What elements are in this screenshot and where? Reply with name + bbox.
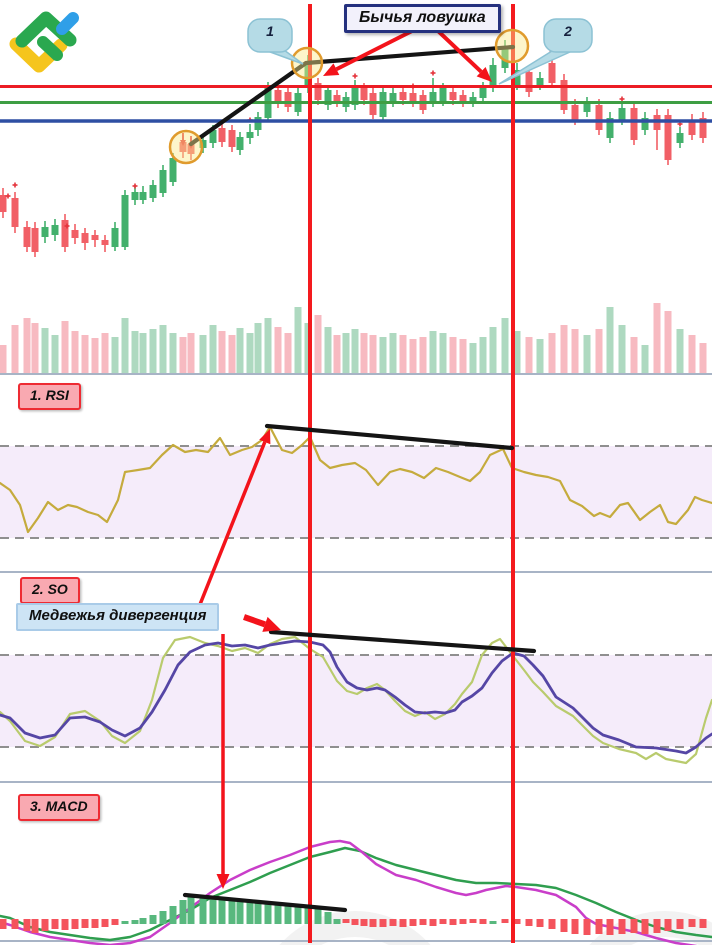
callout-2-number: 2 [564, 23, 572, 39]
indicator-lines [0, 425, 712, 945]
bearish-divergence-label: Медвежья дивергенция [16, 603, 220, 631]
candlesticks [0, 40, 707, 257]
panel-dividers [0, 373, 712, 942]
price-level-lines [0, 85, 712, 123]
vertical-signal-lines [308, 4, 515, 943]
overbought-oversold-zones [0, 445, 712, 748]
rsi-panel-label: 1. RSI [18, 383, 81, 410]
stochastic-panel-label: 2. SO [20, 577, 80, 604]
black-trendlines [182, 44, 537, 913]
bull-trap-label: Бычья ловушка [344, 4, 501, 33]
macd-histogram [0, 896, 707, 935]
macd-panel-label: 3. MACD [18, 794, 100, 821]
callout-bubbles [247, 18, 593, 85]
fractal-markers [5, 48, 683, 229]
litefinance-logo-icon [9, 11, 79, 73]
highlight-circles [168, 28, 530, 165]
volume-bars [0, 303, 707, 373]
annotation-arrows [195, 26, 492, 889]
callout-1-number: 1 [266, 23, 274, 39]
